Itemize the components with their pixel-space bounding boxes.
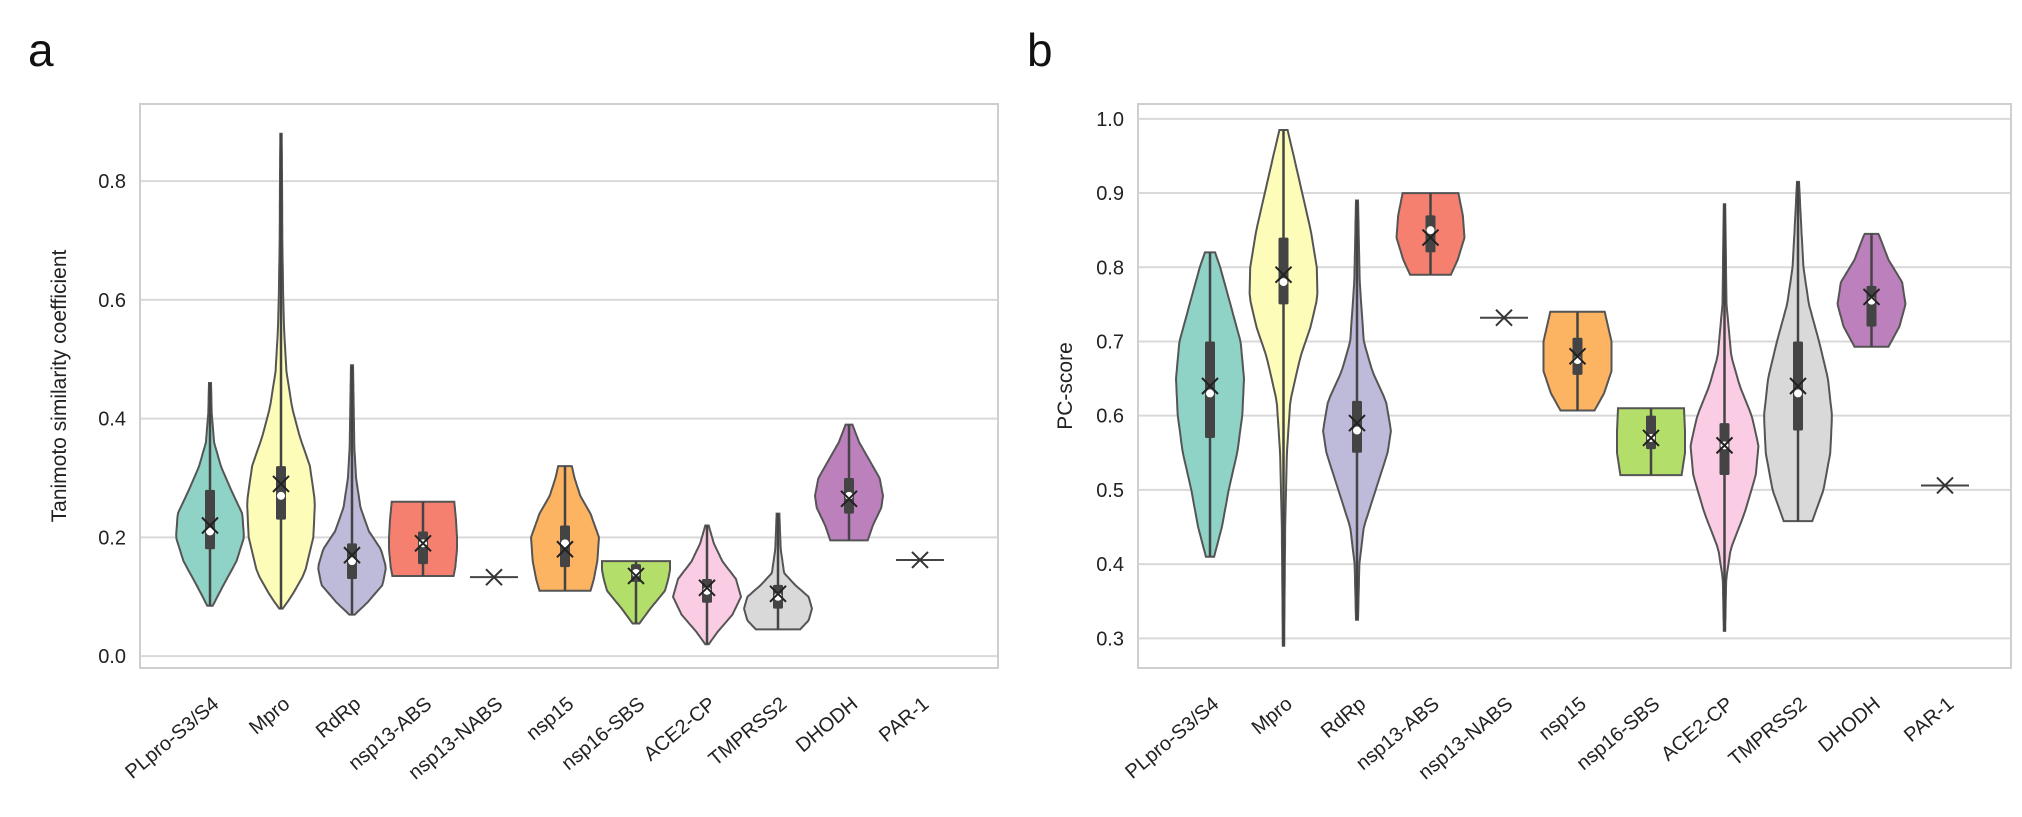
mean-marker	[769, 585, 787, 603]
mean-marker	[272, 475, 290, 493]
median-dot	[348, 557, 356, 566]
median-dot	[1206, 389, 1214, 398]
violin-mpro	[1248, 129, 1319, 647]
x-tick-label: TMPRSS2	[705, 693, 792, 771]
violin-nsp13-abs	[1395, 192, 1466, 276]
plot-frame	[139, 103, 999, 669]
mean-marker	[1789, 377, 1807, 395]
x-tick-label: PLpro-S3/S4	[121, 693, 223, 783]
violin-rdrp	[1322, 199, 1392, 621]
violin-dhodh	[813, 423, 885, 542]
x-tick-label: nsp15	[522, 693, 578, 745]
iqr-box	[1646, 415, 1656, 450]
y-tick-label: 0.4	[98, 409, 126, 431]
mean-marker	[698, 579, 716, 597]
mean-marker	[556, 540, 574, 558]
mean-marker	[840, 490, 858, 508]
y-tick-label: 0.2	[98, 527, 126, 549]
iqr-box	[1866, 285, 1877, 327]
mean-marker	[1495, 309, 1513, 327]
mean-marker	[627, 567, 645, 585]
x-tick-label: RdRp	[312, 693, 365, 743]
violin-rdrp	[317, 364, 387, 616]
y-tick-label: 0.8	[98, 171, 126, 193]
x-tick-label: PLpro-S3/S4	[1121, 693, 1223, 783]
mean-marker	[414, 534, 432, 553]
violin-par-1	[1921, 476, 1969, 495]
median-dot	[1279, 278, 1288, 287]
violin-nsp16-sbs	[601, 560, 671, 625]
median-dot	[206, 527, 214, 536]
median-dot	[1353, 426, 1361, 435]
median-dot	[561, 539, 569, 548]
plot-frame	[1137, 103, 2012, 669]
mean-marker	[1715, 436, 1734, 455]
panel-a-chart: 0.0 0.2 0.4 0.6 0.8 Tanimoto similarity coeff…	[48, 103, 999, 784]
x-tick-label: DHODH	[1814, 693, 1884, 757]
y-tick-label: 0.0	[98, 646, 126, 668]
x-tick-label: nsp15	[1535, 693, 1591, 745]
x-tick-label: DHODH	[792, 693, 862, 757]
violin-dhodh	[1836, 232, 1907, 348]
violin-nsp16-sbs	[1616, 407, 1686, 477]
x-tick-label: Mpro	[1248, 693, 1297, 739]
x-tick-label: RdRp	[1317, 693, 1370, 743]
violin-plpro-s3-s4	[1174, 251, 1246, 558]
violin-nsp15	[530, 465, 600, 592]
violin-par-1	[896, 551, 944, 569]
mean-marker	[1642, 429, 1660, 447]
mean-marker	[1862, 288, 1881, 306]
panel-b-letter: b	[1027, 24, 1053, 76]
median-dot	[277, 491, 285, 500]
violin-nsp13-nabs	[470, 568, 518, 586]
y-tick-label: 0.8	[1096, 257, 1124, 279]
y-tick-label: 0.6	[98, 290, 126, 312]
x-tick-label: TMPRSS2	[1725, 693, 1812, 771]
y-tick-label: 0.3	[1096, 628, 1124, 650]
mean-marker	[1274, 265, 1293, 284]
y-tick-label: 1.0	[1096, 109, 1124, 131]
y-tick-label: 0.5	[1096, 480, 1124, 502]
mean-marker	[1568, 347, 1587, 366]
mean-marker	[485, 568, 503, 586]
y-tick-label: 0.7	[1096, 331, 1124, 353]
mean-marker	[1421, 228, 1440, 247]
violin-plpro-s3-s4	[175, 382, 245, 607]
y-axis-label: PC-score	[1054, 342, 1077, 430]
iqr-box	[205, 489, 215, 550]
violin-nsp13-nabs	[1480, 309, 1528, 327]
violin-nsp13-abs	[388, 500, 458, 577]
y-tick-label: 0.9	[1096, 183, 1124, 205]
x-tick-label: PAR-1	[875, 693, 933, 747]
iqr-box	[1278, 237, 1289, 305]
violin-tmprss2	[1763, 180, 1833, 523]
median-dot	[1426, 226, 1435, 235]
violin-ace2-cp	[1689, 203, 1760, 632]
y-axis-label: Tanimoto similarity coefficient	[48, 249, 71, 522]
y-tick-label: 0.4	[1096, 554, 1124, 576]
violin-tmprss2	[743, 512, 813, 631]
mean-marker	[201, 516, 219, 535]
violin-ace2-cp	[671, 524, 743, 646]
mean-marker	[1201, 377, 1219, 395]
x-tick-label: Mpro	[245, 693, 294, 739]
violin-nsp15	[1542, 310, 1613, 412]
y-tick-label: 0.6	[1096, 406, 1124, 428]
violin-mpro	[246, 132, 316, 610]
panel-b-chart: 0.3 0.4 0.5 0.6 0.7 0.8 0.9 1.0 PC-score PLpro-S3…	[1054, 103, 2012, 784]
median-dot	[1794, 389, 1802, 398]
mean-marker	[911, 551, 929, 569]
mean-marker	[343, 546, 361, 564]
mean-marker	[1936, 476, 1954, 495]
panel-a-letter: a	[28, 24, 54, 76]
x-tick-label: PAR-1	[1900, 693, 1958, 747]
mean-marker	[1348, 414, 1366, 432]
